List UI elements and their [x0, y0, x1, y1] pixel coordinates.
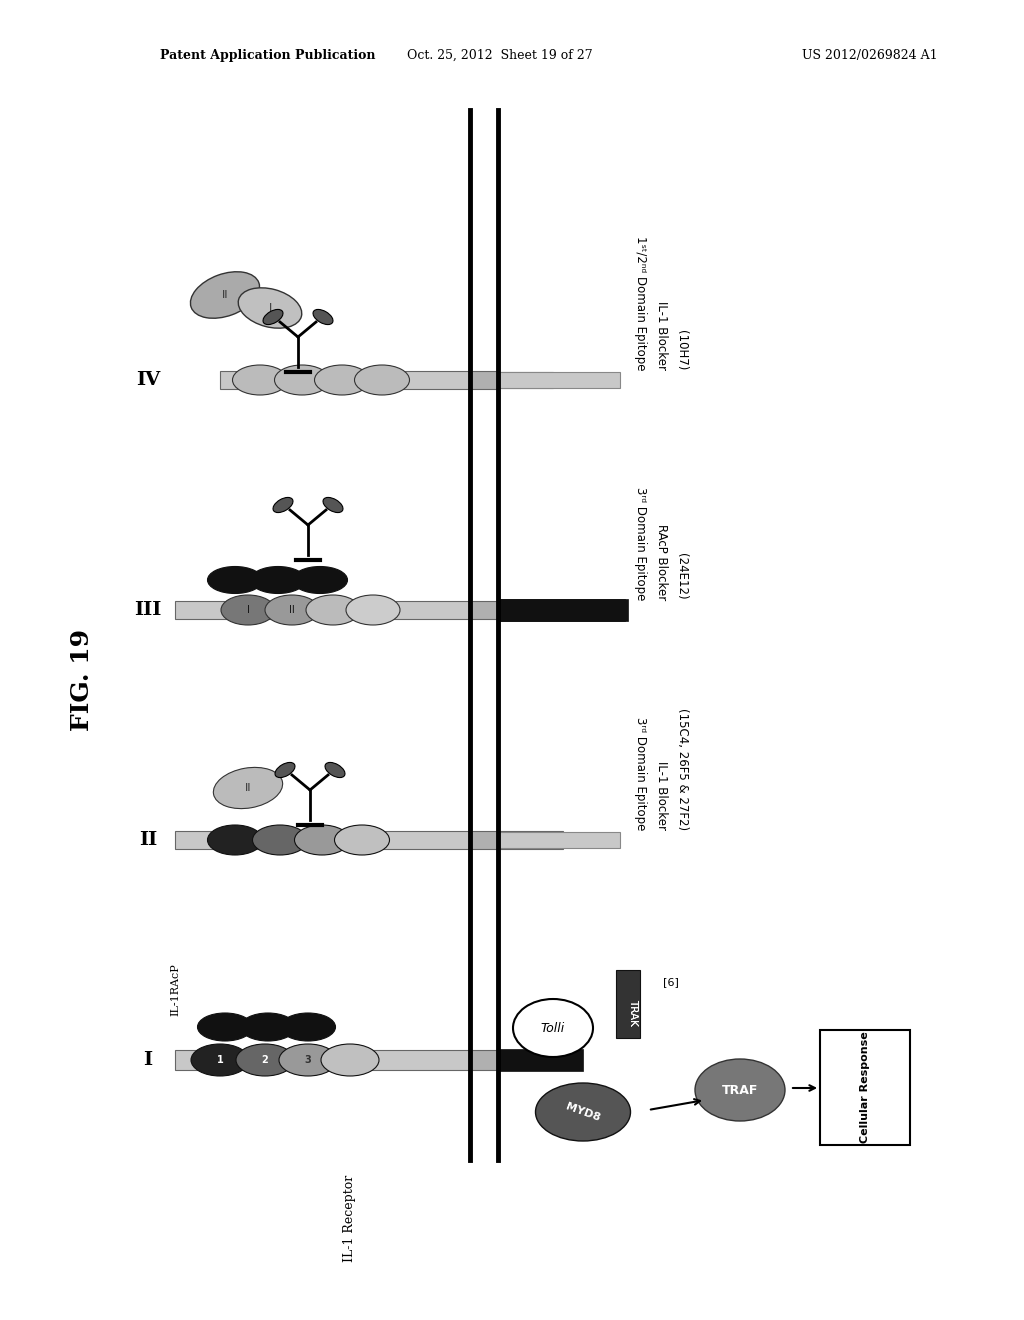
Text: IV: IV	[136, 371, 160, 389]
Bar	[470, 601, 498, 619]
Ellipse shape	[263, 309, 283, 325]
Text: FIG. 19: FIG. 19	[70, 628, 94, 731]
Ellipse shape	[273, 498, 293, 512]
Text: II: II	[222, 290, 228, 300]
Ellipse shape	[313, 309, 333, 325]
Bar	[498, 372, 553, 388]
Text: US 2012/0269824 A1: US 2012/0269824 A1	[802, 49, 938, 62]
Ellipse shape	[191, 1044, 249, 1076]
Ellipse shape	[354, 366, 410, 395]
Bar	[498, 1049, 583, 1071]
Bar	[616, 970, 640, 1038]
Text: [6]: [6]	[663, 977, 679, 987]
Bar	[498, 599, 628, 620]
Text: TRAK: TRAK	[628, 998, 638, 1026]
Ellipse shape	[325, 763, 345, 777]
Text: (15C4, 26F5 & 27F2): (15C4, 26F5 & 27F2)	[676, 708, 688, 830]
Ellipse shape	[279, 1044, 337, 1076]
Text: IL-1 Blocker: IL-1 Blocker	[655, 301, 669, 370]
Bar	[498, 372, 620, 388]
Ellipse shape	[265, 595, 319, 624]
Ellipse shape	[274, 366, 330, 395]
Ellipse shape	[208, 825, 262, 855]
Text: 3ʳᵈ Domain Epitope: 3ʳᵈ Domain Epitope	[634, 717, 646, 830]
Ellipse shape	[275, 763, 295, 777]
Text: II: II	[289, 605, 295, 615]
Ellipse shape	[213, 767, 283, 809]
Bar	[820, 1030, 910, 1144]
Text: 3ʳᵈ Domain Epitope: 3ʳᵈ Domain Epitope	[634, 487, 646, 601]
Text: 2: 2	[261, 1055, 268, 1065]
Ellipse shape	[323, 498, 343, 512]
Text: (24E12): (24E12)	[676, 553, 688, 601]
Ellipse shape	[346, 595, 400, 624]
Bar	[470, 1049, 498, 1071]
Ellipse shape	[190, 272, 259, 318]
Text: 3: 3	[304, 1055, 311, 1065]
Text: 1: 1	[217, 1055, 223, 1065]
Text: TRAF: TRAF	[722, 1084, 758, 1097]
Text: IL-1 Receptor: IL-1 Receptor	[343, 1175, 356, 1262]
Bar	[220, 371, 470, 389]
Bar	[175, 832, 470, 849]
Text: IL-1RAcP: IL-1RAcP	[170, 964, 180, 1016]
Ellipse shape	[536, 1082, 631, 1140]
Ellipse shape	[232, 366, 288, 395]
Bar	[498, 832, 620, 847]
Ellipse shape	[314, 366, 370, 395]
Ellipse shape	[239, 288, 302, 329]
Text: TRAK: TRAK	[628, 998, 638, 1026]
Ellipse shape	[253, 825, 307, 855]
Bar	[498, 599, 625, 620]
Ellipse shape	[281, 1012, 336, 1041]
Ellipse shape	[241, 1012, 296, 1041]
Text: I: I	[268, 304, 271, 313]
Ellipse shape	[513, 999, 593, 1057]
Bar	[175, 601, 470, 619]
Text: (10H7): (10H7)	[676, 330, 688, 370]
Bar	[498, 832, 563, 849]
Text: II: II	[245, 783, 251, 793]
Text: Patent Application Publication: Patent Application Publication	[160, 49, 376, 62]
Ellipse shape	[236, 1044, 294, 1076]
Ellipse shape	[295, 825, 349, 855]
Text: Cellular Response: Cellular Response	[860, 1032, 870, 1143]
Text: Oct. 25, 2012  Sheet 19 of 27: Oct. 25, 2012 Sheet 19 of 27	[408, 49, 593, 62]
Ellipse shape	[208, 566, 262, 594]
Text: IL-1 Blocker: IL-1 Blocker	[655, 762, 669, 830]
Ellipse shape	[695, 1059, 785, 1121]
Bar	[175, 1049, 470, 1071]
Ellipse shape	[198, 1012, 253, 1041]
Ellipse shape	[335, 825, 389, 855]
Text: Tolli: Tolli	[541, 1022, 565, 1035]
Text: II: II	[139, 832, 157, 849]
Ellipse shape	[251, 566, 305, 594]
Text: III: III	[134, 601, 162, 619]
Text: RAcP Blocker: RAcP Blocker	[655, 524, 669, 601]
Ellipse shape	[293, 566, 347, 594]
Ellipse shape	[321, 1044, 379, 1076]
Ellipse shape	[306, 595, 360, 624]
Text: MYD8: MYD8	[564, 1101, 602, 1123]
Text: I: I	[247, 605, 250, 615]
Text: I: I	[143, 1051, 153, 1069]
Bar	[470, 371, 498, 389]
Text: 1ˢᵗ/2ⁿᵈ Domain Epitope: 1ˢᵗ/2ⁿᵈ Domain Epitope	[634, 235, 646, 370]
Bar	[470, 832, 498, 849]
Ellipse shape	[221, 595, 275, 624]
